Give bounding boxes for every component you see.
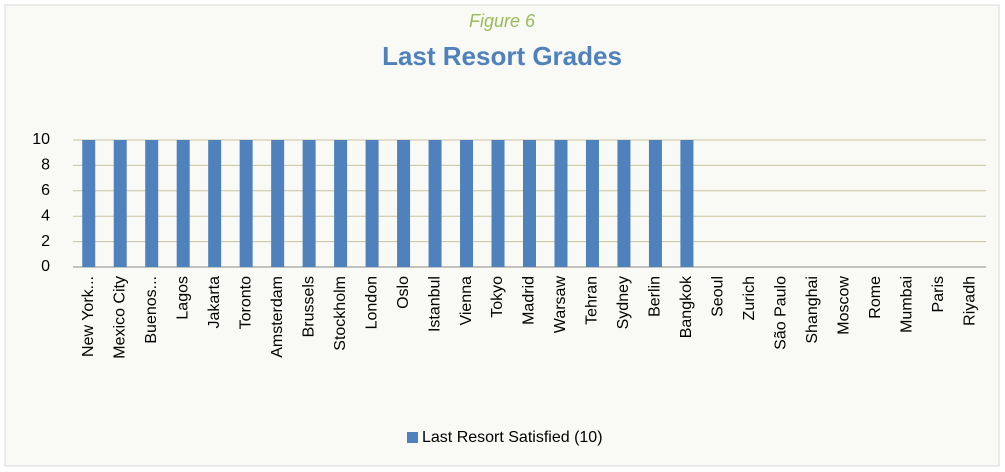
bar (617, 140, 631, 267)
x-tick-label: Amsterdam (269, 276, 286, 358)
x-tick-label: Buenos... (143, 276, 160, 344)
x-tick-label: Jakarta (206, 276, 223, 329)
x-tick-label: Seoul (710, 276, 727, 317)
bar (176, 140, 190, 267)
x-tick-label: Tokyo (489, 276, 506, 318)
bar (397, 140, 411, 267)
x-tick-label: Mumbai (899, 276, 916, 333)
bar (365, 140, 379, 267)
x-tick-label: Sydney (615, 276, 632, 329)
bar (145, 140, 159, 267)
x-tick-label: Madrid (521, 276, 538, 325)
bar (554, 140, 568, 267)
x-tick-label: Vienna (458, 276, 475, 326)
x-tick-label: Warsaw (552, 276, 569, 334)
x-tick-label: Tehran (584, 276, 601, 325)
x-tick-label: Rome (867, 276, 884, 319)
x-tick-label: New York... (80, 276, 97, 357)
bar (239, 140, 253, 267)
chart-title: Last Resort Grades (382, 41, 622, 71)
bar (460, 140, 474, 267)
y-tick-label: 6 (41, 182, 50, 199)
bar (523, 140, 536, 267)
bar (648, 140, 662, 267)
y-tick-label: 8 (41, 157, 50, 174)
x-tick-label: Shanghai (804, 276, 821, 344)
chart-subtitle: Figure 6 (469, 11, 536, 31)
x-tick-label: Zurich (741, 276, 758, 320)
x-tick-label: Oslo (395, 276, 412, 309)
x-tick-label: London (363, 276, 380, 329)
bar (113, 140, 127, 267)
x-tick-label: Brussels (300, 276, 317, 337)
bar (585, 140, 599, 267)
y-tick-label: 2 (41, 233, 50, 250)
legend-label: Last Resort Satisfied (10) (422, 429, 603, 446)
legend-swatch (407, 432, 418, 443)
x-tick-label: Istanbul (426, 276, 443, 332)
x-tick-label: Toronto (237, 276, 254, 329)
y-tick-label: 0 (41, 258, 50, 275)
x-tick-label: São Paulo (773, 276, 790, 350)
x-tick-label: Moscow (836, 276, 853, 335)
bar (271, 140, 285, 267)
bar (82, 140, 96, 267)
x-tick-label: Mexico City (111, 276, 128, 359)
bar (334, 140, 348, 267)
y-tick-label: 4 (41, 207, 50, 224)
bar (208, 140, 222, 267)
x-tick-label: Paris (930, 276, 947, 312)
x-tick-label: Berlin (647, 276, 664, 317)
bar (428, 140, 442, 267)
bar (302, 140, 316, 267)
bar (491, 140, 505, 267)
bar (680, 140, 694, 267)
x-tick-label: Stockholm (332, 276, 349, 351)
x-tick-label: Riyadh (961, 276, 978, 326)
x-tick-label: Lagos (174, 276, 191, 320)
y-tick-label: 10 (32, 131, 50, 148)
x-tick-label: Bangkok (678, 275, 695, 338)
